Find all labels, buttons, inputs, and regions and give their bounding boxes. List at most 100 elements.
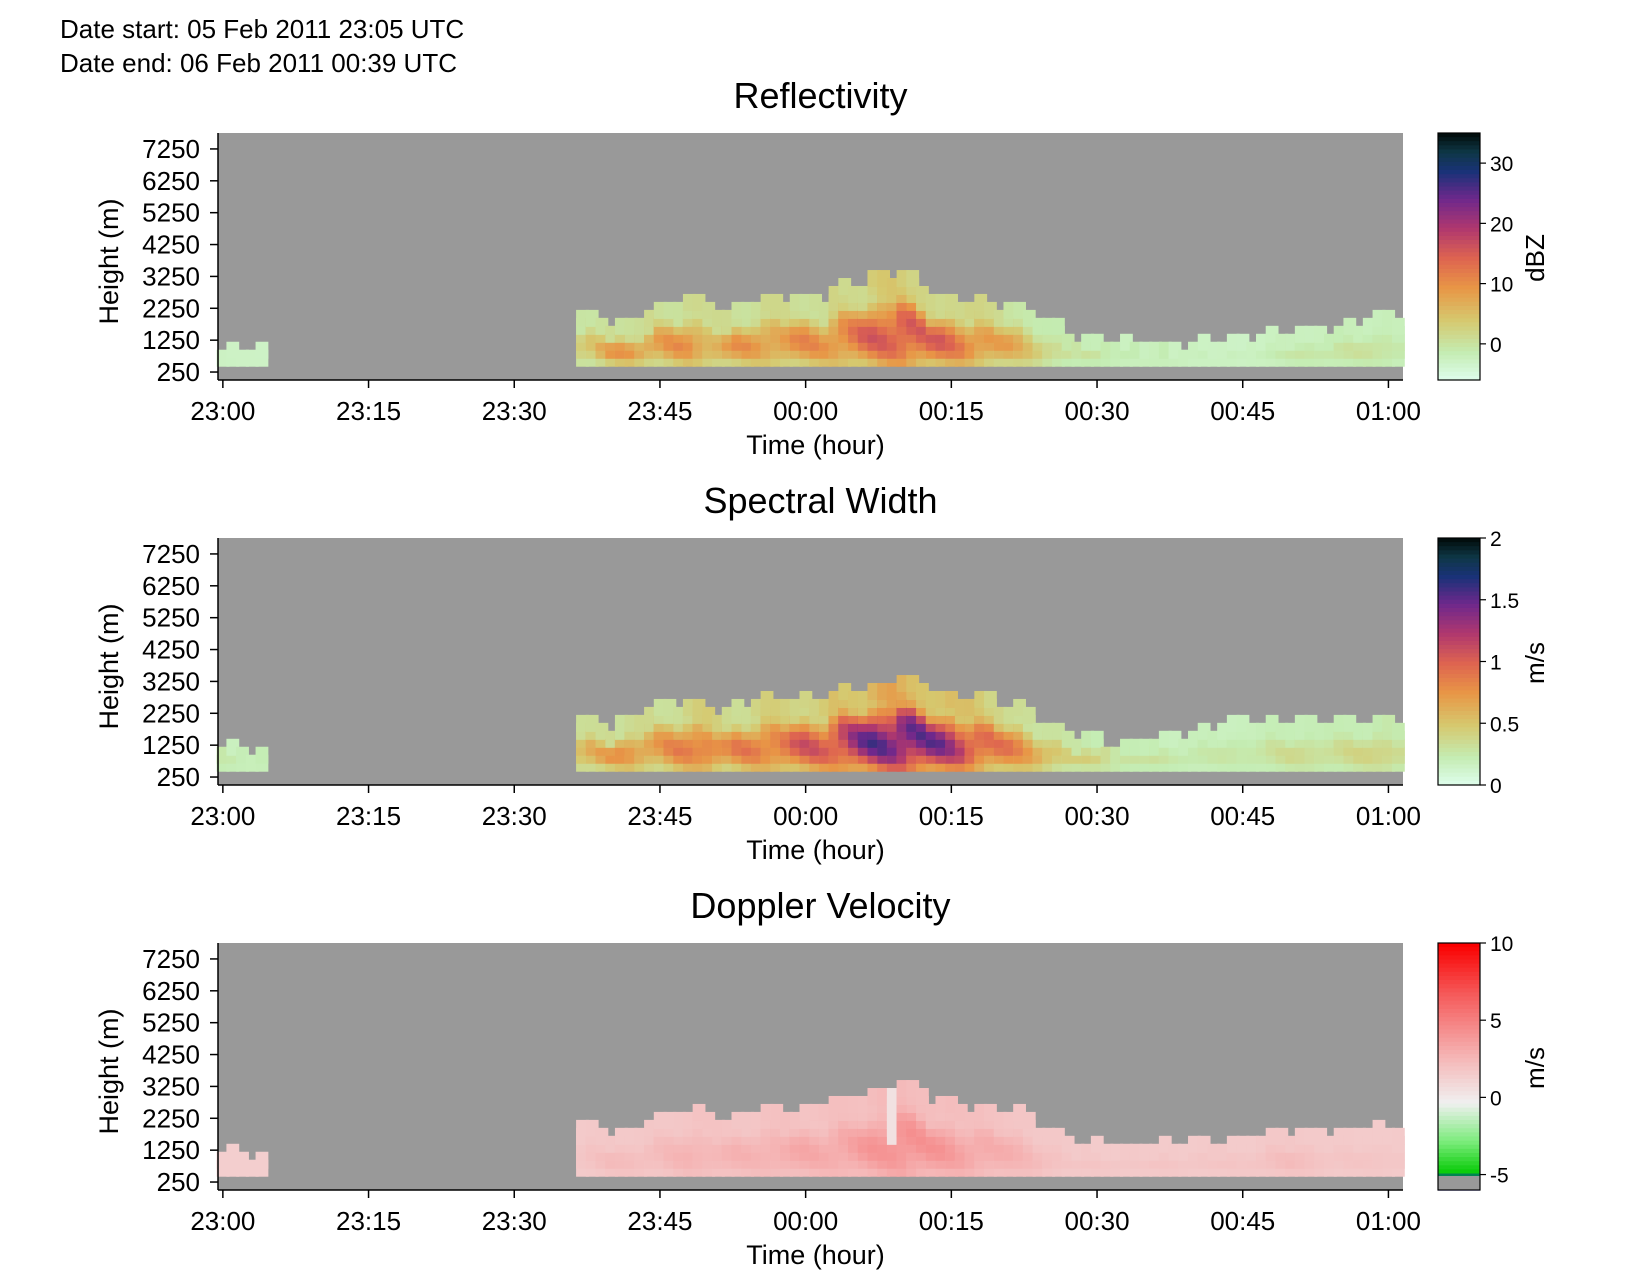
colorbar-segment — [1438, 752, 1480, 757]
heatmap-cell — [848, 1095, 861, 1113]
colorbar-segment — [1438, 1099, 1480, 1105]
colorbar-segment — [1438, 322, 1480, 328]
heatmap-cell — [770, 1103, 784, 1121]
colorbar: 10 5 0 -5 m/s — [1437, 933, 1550, 1191]
heatmap-cell — [644, 309, 657, 327]
heatmap-cell — [993, 309, 1007, 327]
colorbar-segment — [1438, 1033, 1480, 1039]
heatmap-cell — [1333, 325, 1347, 343]
colorbar-segment — [1438, 202, 1480, 208]
heatmap-cell — [809, 1103, 823, 1121]
heatmap-cell — [1139, 341, 1153, 359]
colorbar-segment — [1438, 579, 1480, 584]
heatmap-cell — [595, 317, 609, 335]
heatmap-cell — [780, 301, 793, 319]
heatmap-cell — [906, 1080, 920, 1098]
colorbar-segment — [1438, 591, 1480, 597]
heatmap-cell — [877, 270, 890, 288]
heatmap-cell — [925, 1103, 939, 1121]
colorbar-segment — [1438, 1157, 1480, 1162]
colorbar-segment — [1438, 967, 1480, 973]
heatmap-cell — [1032, 722, 1046, 740]
colorbar-segment — [1438, 624, 1480, 630]
colorbar-segment — [1438, 342, 1480, 348]
heatmap-cell — [216, 746, 230, 764]
heatmap-cell — [731, 1111, 745, 1129]
heatmap-cell — [1353, 1127, 1366, 1145]
heatmap-cell — [1197, 722, 1211, 740]
x-tick-label: 01:00 — [1356, 1206, 1421, 1236]
y-tick-label: 4250 — [142, 1040, 200, 1070]
heatmap-cell — [838, 278, 852, 296]
colorbar-segment — [1438, 207, 1480, 212]
colorbar-segment — [1438, 240, 1480, 245]
heatmap-cell — [1149, 341, 1162, 359]
heatmap-cell — [867, 270, 881, 288]
colorbar-segment — [1438, 764, 1480, 770]
colorbar-segment — [1438, 1062, 1480, 1068]
colorbar-segment — [1438, 318, 1480, 323]
colorbar-segment — [1438, 1054, 1480, 1059]
colorbar-segment — [1438, 682, 1480, 687]
colorbar-tick-label: 10 — [1490, 274, 1513, 297]
heatmap-cell — [857, 690, 871, 708]
heatmap-cell — [1294, 714, 1308, 732]
colorbar-segment — [1438, 297, 1480, 303]
heatmap-cell — [867, 683, 881, 701]
heatmap-cell — [1032, 317, 1046, 335]
heatmap-cell — [984, 301, 997, 319]
heatmap-cell — [1207, 1143, 1221, 1161]
heatmap-cell — [750, 301, 764, 319]
colorbar-segment — [1438, 719, 1480, 724]
colorbar-segment — [1438, 268, 1480, 274]
heatmap-cell — [1042, 1127, 1056, 1145]
colorbar-segment — [1438, 587, 1480, 593]
colorbar-segment — [1438, 988, 1480, 993]
y-tick-label: 7250 — [142, 944, 200, 974]
colorbar-segment — [1438, 1082, 1480, 1088]
heatmap-cell — [828, 1095, 842, 1113]
heatmap-cell — [1285, 333, 1298, 351]
colorbar-segment — [1438, 980, 1480, 985]
heatmap-cell — [1382, 714, 1396, 732]
heatmap-cell — [984, 690, 997, 708]
colorbar-segment — [1438, 301, 1480, 307]
x-tick-label: 23:30 — [482, 801, 547, 831]
heatmap-cell — [1285, 722, 1298, 740]
x-tick-label: 00:45 — [1210, 801, 1275, 831]
x-tick-label: 01:00 — [1356, 801, 1421, 831]
colorbar-segment — [1438, 326, 1480, 332]
colorbar-segment — [1438, 686, 1480, 691]
heatmap-cell — [1343, 317, 1357, 335]
heatmap-cell — [1013, 1103, 1026, 1121]
heatmap-cell — [809, 293, 823, 311]
colorbar-segment — [1438, 272, 1480, 278]
heatmap-cell — [226, 341, 240, 359]
y-axis-label: Height (m) — [94, 603, 124, 729]
heatmap-cell — [1265, 714, 1279, 732]
heatmap-cell — [1022, 1111, 1036, 1129]
heatmap-cell — [1333, 714, 1347, 732]
heatmap-cell — [1032, 1127, 1046, 1145]
colorbar-segment — [1438, 165, 1480, 171]
heatmap-cell — [1207, 730, 1221, 748]
colorbar-segment — [1438, 649, 1480, 654]
heatmap-cell — [1178, 738, 1192, 756]
heatmap-cell — [1353, 325, 1366, 343]
heatmap-cell — [712, 309, 725, 327]
y-tick-label: 5250 — [142, 1008, 200, 1038]
colorbar-tick-label: 10 — [1490, 933, 1513, 956]
heatmap-cell — [1256, 333, 1269, 351]
colorbar-segment — [1438, 1115, 1480, 1121]
colorbar-segment — [1438, 1095, 1480, 1101]
heatmap-cell — [1100, 1143, 1114, 1161]
y-tick-label: 2250 — [142, 698, 200, 728]
heatmap-cell — [605, 1135, 619, 1153]
y-tick-label: 1250 — [142, 1135, 200, 1165]
heatmap-cell — [245, 1159, 259, 1177]
heatmap-cell — [1207, 341, 1221, 359]
heatmap-cell — [848, 285, 861, 303]
heatmap-cell — [925, 293, 939, 311]
y-tick-label: 6250 — [142, 976, 200, 1006]
y-tick-label: 3250 — [142, 261, 200, 291]
